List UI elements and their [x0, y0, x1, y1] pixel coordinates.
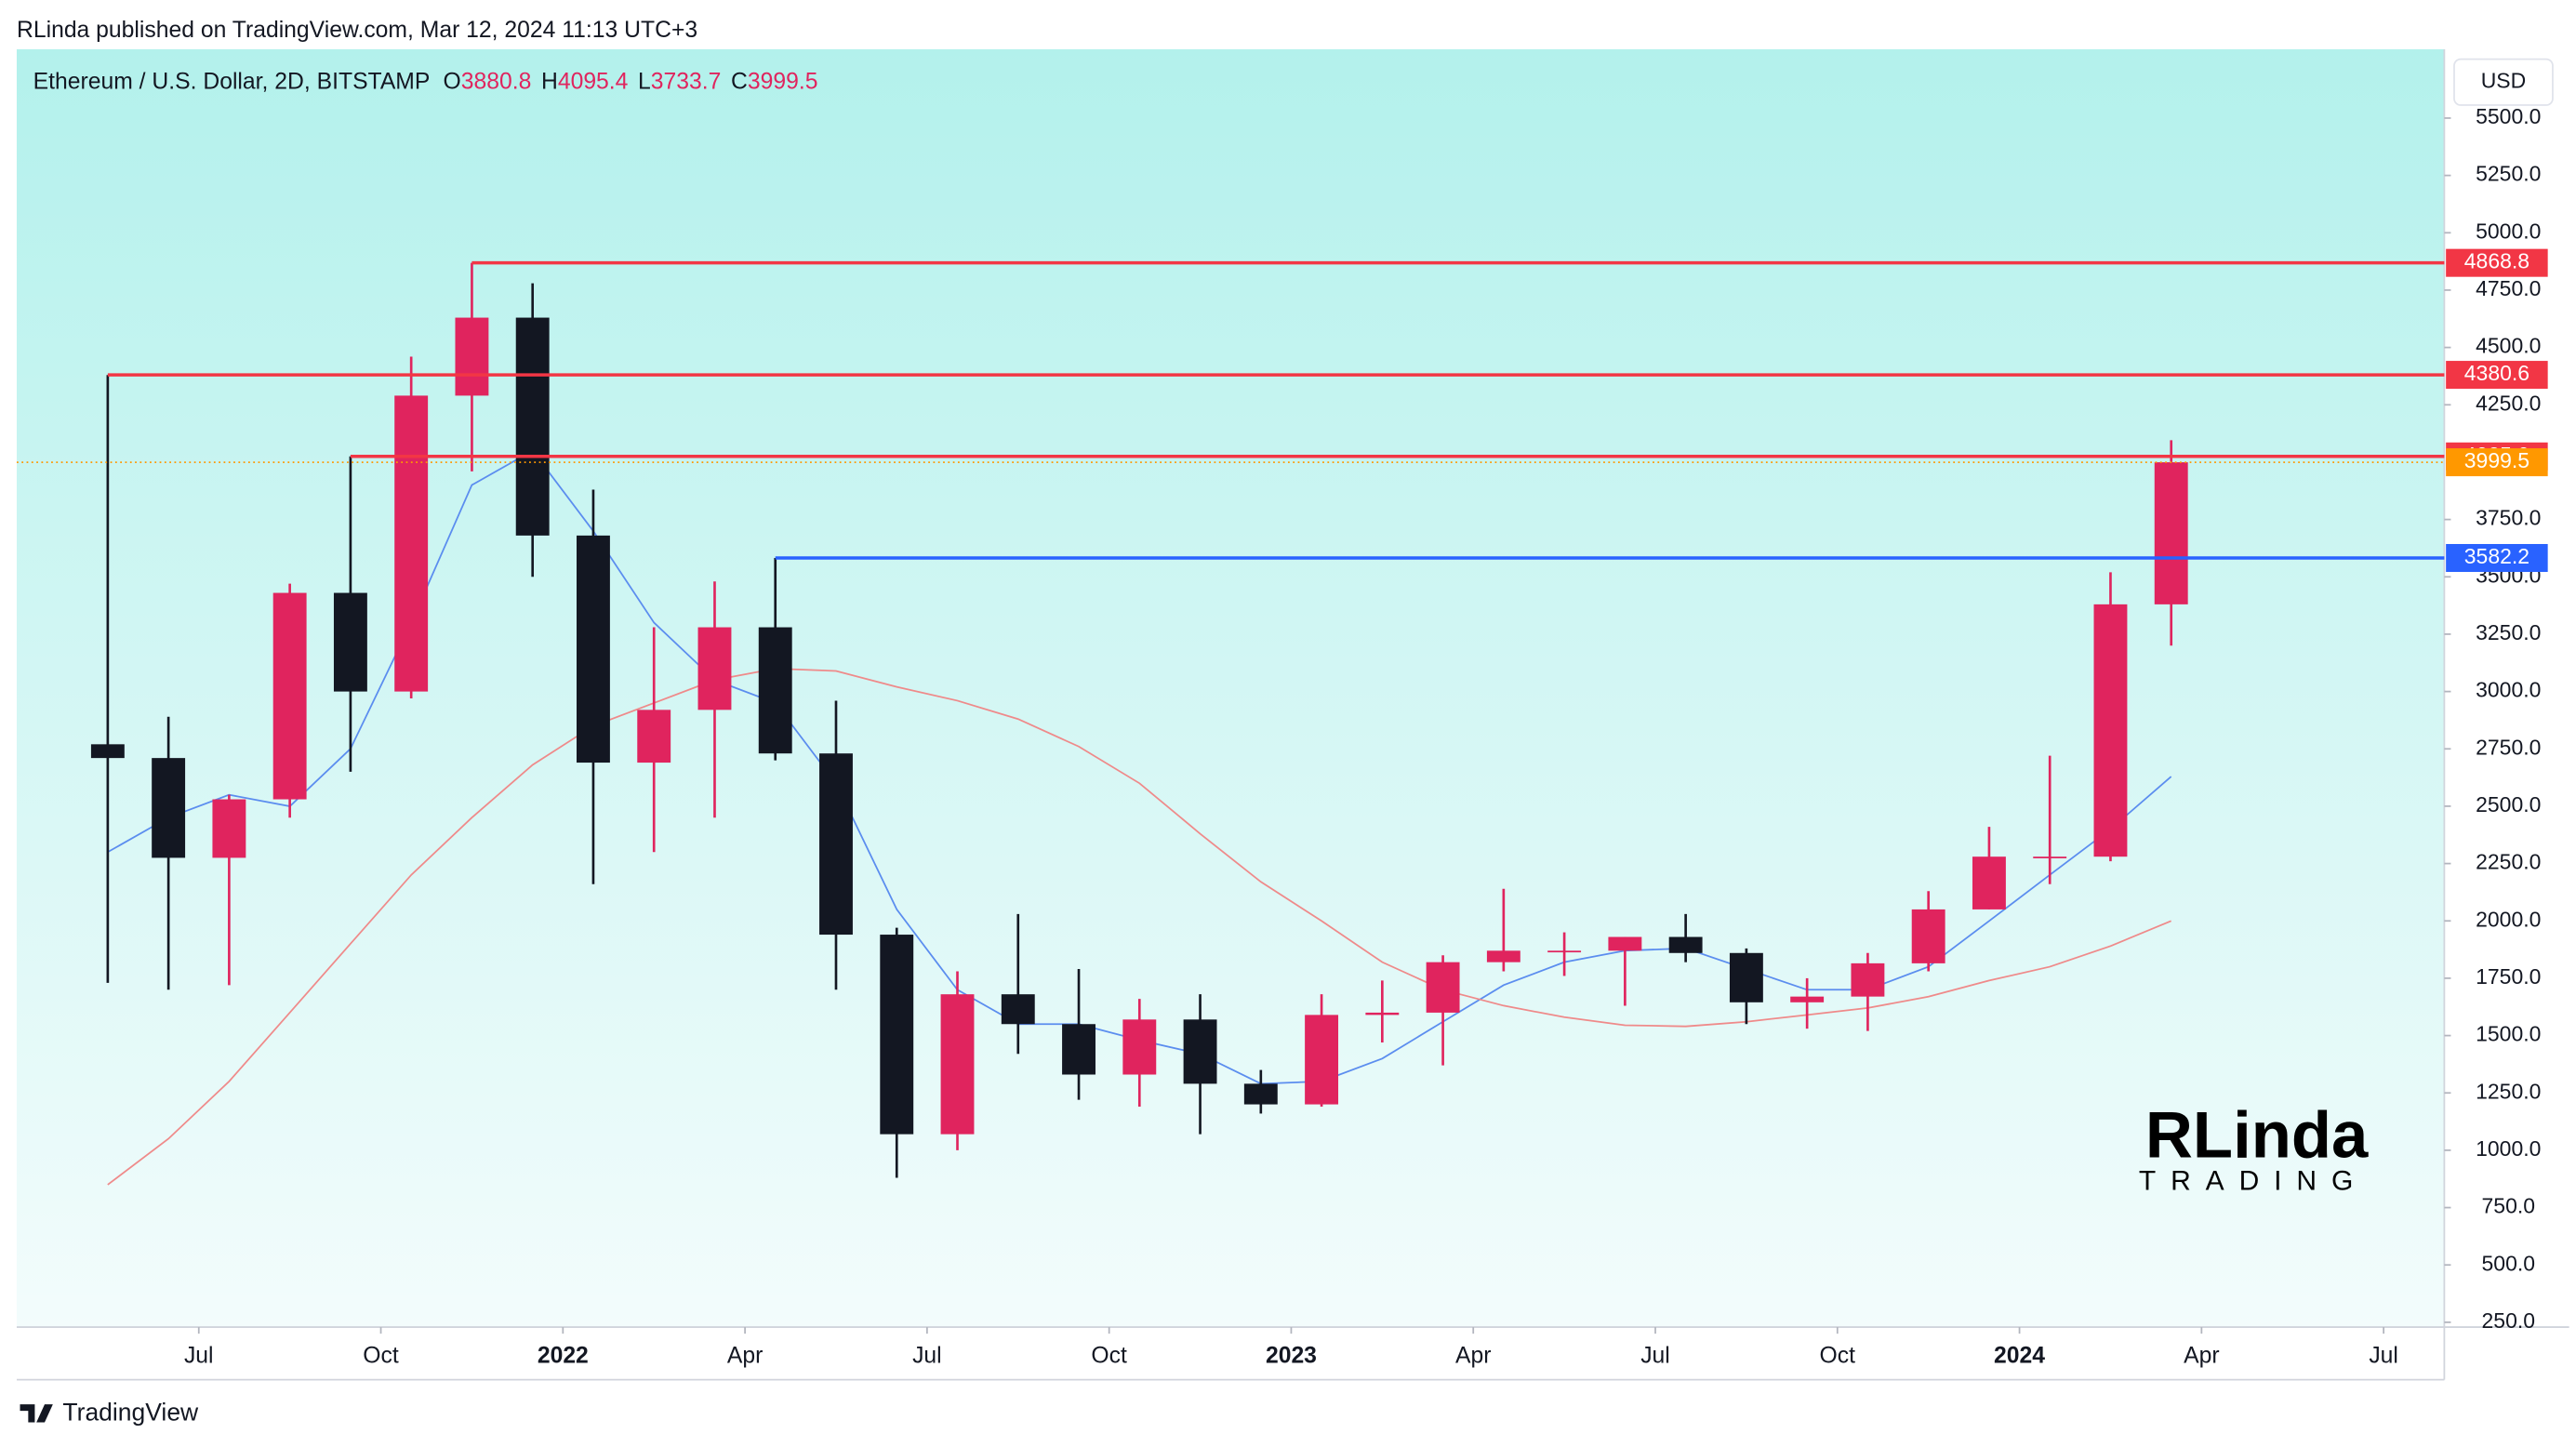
y-tick-label: 2750.0: [2476, 735, 2541, 759]
ohlc-key: O: [444, 69, 461, 94]
candle-body: [880, 935, 914, 1135]
y-tick-label: 3000.0: [2476, 678, 2541, 702]
ohlc-value: 4095.4: [558, 69, 629, 94]
last-price-box: [2446, 448, 2548, 477]
candle-body: [819, 753, 853, 936]
y-tick-label: 750.0: [2482, 1194, 2535, 1218]
y-tick-label: 500.0: [2482, 1251, 2535, 1275]
y-tick-label: 5500.0: [2476, 104, 2541, 128]
candle-body: [1729, 952, 1763, 1002]
candle-body: [1972, 856, 2006, 909]
currency-button[interactable]: [2453, 58, 2554, 106]
level-price-label: 3582.2: [2464, 544, 2530, 568]
candle-body: [1001, 994, 1035, 1025]
watermark-name: RLinda: [2145, 1097, 2369, 1171]
candle-body: [940, 994, 975, 1135]
candle-body: [577, 535, 610, 763]
ohlc-key: C: [731, 69, 748, 94]
candle-body: [1608, 936, 1642, 951]
candle-body: [152, 758, 186, 858]
publisher: RLinda published on TradingView.com, Mar…: [17, 18, 697, 43]
candle-body: [212, 799, 246, 858]
x-tick-label: Oct: [363, 1343, 399, 1368]
candle-body: [515, 317, 550, 536]
candle-body: [758, 627, 792, 754]
y-tick-label: 1000.0: [2476, 1136, 2541, 1161]
candle-body: [1243, 1083, 1278, 1105]
candle-body: [2154, 462, 2188, 604]
y-tick-label: 5000.0: [2476, 219, 2541, 243]
candle-body: [697, 627, 732, 710]
x-tick-label: Apr: [1455, 1343, 1491, 1368]
y-tick-label: 1250.0: [2476, 1079, 2541, 1103]
candle-body: [1122, 1019, 1157, 1075]
ohlc-key: H: [541, 69, 558, 94]
candle-body: [1062, 1024, 1095, 1075]
candle-body: [1426, 962, 1460, 1013]
candle-body: [272, 592, 307, 800]
y-tick-label: 4250.0: [2476, 391, 2541, 415]
x-tick-label: Jul: [912, 1343, 942, 1368]
tv-logo: [20, 1404, 53, 1423]
x-tick-label: Jul: [2369, 1343, 2398, 1368]
candle-body: [1911, 909, 1945, 963]
y-tick-label: 1500.0: [2476, 1022, 2541, 1046]
candle-body: [394, 395, 429, 692]
ohlc-key: L: [638, 69, 651, 94]
watermark: RLinda TRADING: [2139, 1097, 2369, 1196]
watermark-sub: TRADING: [2139, 1166, 2368, 1197]
level-price-box: [2446, 248, 2548, 277]
x-tick-label: Jul: [1640, 1343, 1670, 1368]
candle-body: [2093, 604, 2128, 857]
candle-body: [1365, 1012, 1400, 1016]
footer-logo: TradingView: [20, 1399, 199, 1427]
candle-body: [2033, 856, 2067, 858]
footer-brand: TradingView: [62, 1399, 199, 1427]
level-price-label: 4380.6: [2464, 361, 2530, 385]
candle-body: [1183, 1019, 1217, 1084]
ohlc-value: 3733.7: [651, 69, 722, 94]
y-tick-label: 2000.0: [2476, 907, 2541, 931]
y-tick-label: 5250.0: [2476, 162, 2541, 186]
candle-body: [1547, 950, 1582, 953]
level-price-box: [2446, 543, 2548, 573]
x-tick-label: Apr: [727, 1343, 763, 1368]
candle-body: [637, 710, 671, 763]
x-tick-label: 2023: [1266, 1343, 1317, 1368]
x-tick-label: Oct: [1820, 1343, 1856, 1368]
candle-body: [1790, 996, 1825, 1002]
candle-body: [90, 744, 125, 759]
candle-body: [1668, 936, 1703, 953]
plot-background: [16, 48, 2445, 1328]
y-tick-label: 2250.0: [2476, 850, 2541, 874]
level-price-label: 4868.8: [2464, 249, 2530, 273]
y-tick-label: 4750.0: [2476, 276, 2541, 300]
x-tick-label: Apr: [2184, 1343, 2219, 1368]
y-tick-label: 1750.0: [2476, 964, 2541, 989]
candle-body: [1851, 962, 1885, 997]
x-tick-label: 2022: [538, 1343, 589, 1368]
y-tick-label: 4500.0: [2476, 334, 2541, 358]
x-tick-label: 2024: [1994, 1343, 2045, 1368]
candle-body: [333, 592, 367, 692]
last-price-label: 3999.5: [2464, 448, 2530, 472]
x-tick-label: Oct: [1091, 1343, 1127, 1368]
chart-title: Ethereum / U.S. Dollar, 2D, BITSTAMP: [33, 69, 431, 94]
y-tick-label: 250.0: [2482, 1308, 2535, 1333]
candle-body: [455, 317, 489, 396]
x-tick-label: Jul: [184, 1343, 214, 1368]
y-tick-label: 2500.0: [2476, 792, 2541, 816]
y-tick-label: 3250.0: [2476, 620, 2541, 644]
y-tick-label: 3750.0: [2476, 506, 2541, 530]
candle-body: [1305, 1015, 1339, 1105]
ohlc-value: 3999.5: [748, 69, 818, 94]
candle-body: [1486, 950, 1520, 962]
moving-average: [107, 668, 2172, 1186]
level-price-box: [2446, 361, 2548, 390]
currency-label[interactable]: USD: [2481, 68, 2526, 92]
symbol-legend: Ethereum / U.S. Dollar, 2D, BITSTAMP O388…: [33, 69, 818, 94]
ohlc-value: 3880.8: [461, 69, 532, 94]
